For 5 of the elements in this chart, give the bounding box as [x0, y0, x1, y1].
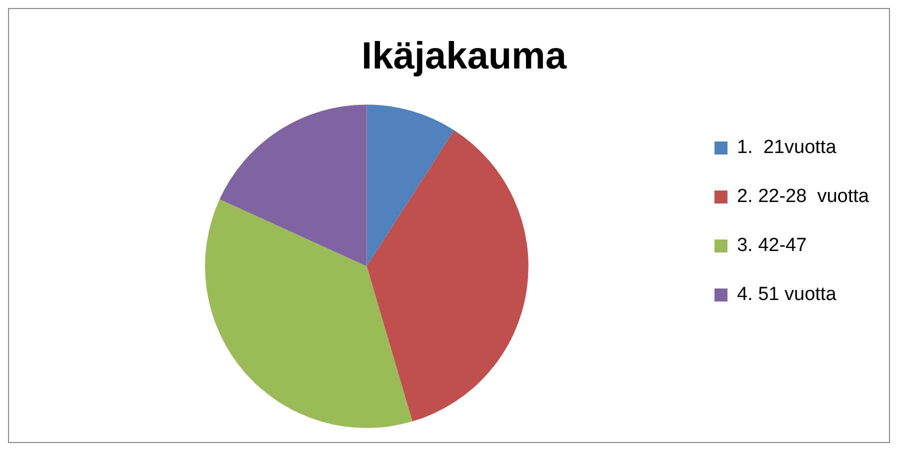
legend-label: 3. 42-47 — [736, 235, 807, 256]
legend-label: 1. 21vuotta — [736, 137, 837, 158]
legend-label: 4. 51 vuotta — [736, 284, 837, 306]
legend-label: 2. 22-28 vuotta — [736, 186, 870, 208]
chart-title: Ikäjakauma — [362, 35, 568, 78]
